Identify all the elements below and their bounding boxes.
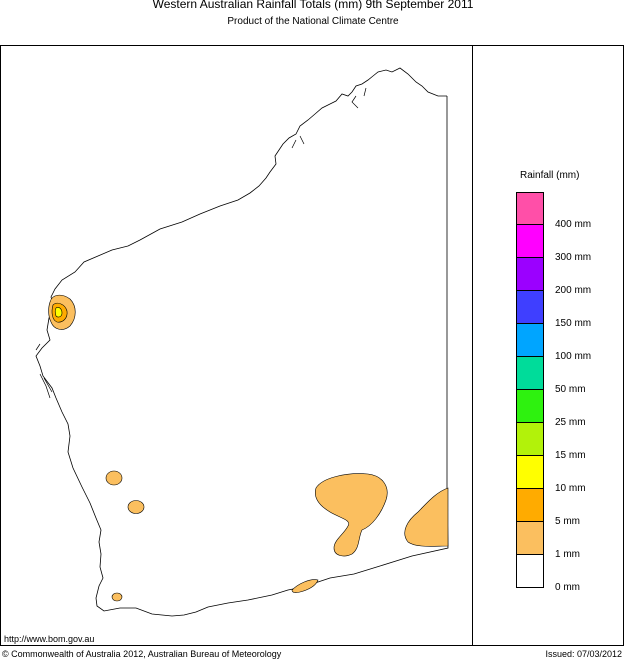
legend-swatch [516, 522, 544, 555]
legend-label: 400 mm [555, 219, 592, 230]
legend-swatch [516, 258, 544, 291]
legend-swatch [516, 390, 544, 423]
coastline-detail [35, 87, 367, 399]
map-subtitle: Product of the National Climate Centre [227, 16, 399, 27]
legend-swatch [516, 324, 544, 357]
legend-color-bar [516, 192, 544, 588]
legend-label: 50 mm [555, 384, 586, 395]
legend-label: 1 mm [555, 549, 580, 560]
legend-title: Rainfall (mm) [520, 170, 580, 181]
rainfall-area-south-coast-small [111, 592, 123, 602]
legend-label: 15 mm [555, 450, 586, 461]
legend-label: 100 mm [555, 351, 592, 362]
footer-url[interactable]: http://www.bom.gov.au [4, 634, 95, 644]
legend-divider [472, 45, 473, 646]
map-title: Western Australian Rainfall Totals (mm) … [152, 0, 474, 11]
rainfall-area-esperance-coast [291, 579, 319, 593]
footer-copyright: © Commonwealth of Australia 2012, Austra… [2, 649, 282, 659]
legend-label: 0 mm [555, 582, 580, 593]
legend-swatch [516, 423, 544, 456]
legend-swatch [516, 489, 544, 522]
wa-coastline [35, 67, 449, 617]
rainfall-area-shark-bay-10mm [54, 307, 63, 318]
legend-swatch [516, 357, 544, 390]
legend-label: 300 mm [555, 252, 592, 263]
rainfall-area-inland-1 [105, 470, 123, 486]
legend-label: 25 mm [555, 417, 586, 428]
legend-swatch [516, 456, 544, 489]
legend-swatch [516, 225, 544, 258]
footer-issued: Issued: 07/03/2012 [545, 649, 622, 659]
legend-swatch [516, 291, 544, 324]
legend-label: 10 mm [555, 483, 586, 494]
rainfall-area-nullarbor [404, 487, 449, 547]
legend-label: 200 mm [555, 285, 592, 296]
legend-swatch [516, 192, 544, 225]
legend-label: 5 mm [555, 516, 580, 527]
rainfall-area-inland-2 [127, 500, 145, 514]
map-frame [0, 45, 624, 646]
rainfall-area-eastern-goldfields [315, 473, 388, 557]
legend-label: 150 mm [555, 318, 592, 329]
legend-swatch [516, 555, 544, 588]
